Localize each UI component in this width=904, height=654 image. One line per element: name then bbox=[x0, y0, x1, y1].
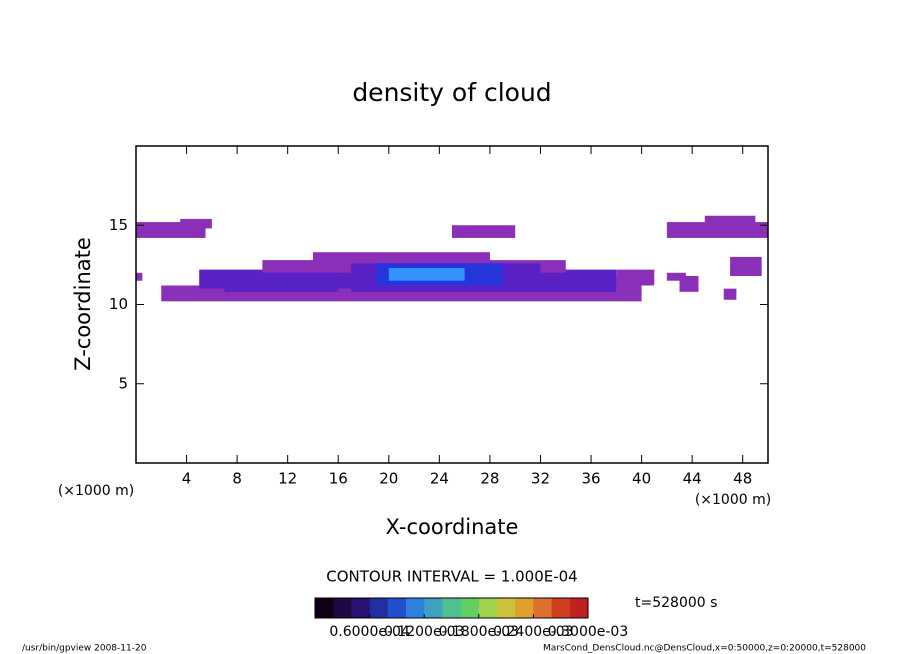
cloud-cell bbox=[452, 225, 516, 238]
cloud-cell bbox=[180, 218, 212, 229]
y-axis-label: Z-coordinate bbox=[71, 237, 95, 371]
cloud-cell bbox=[666, 222, 768, 238]
colorbar-segment bbox=[369, 598, 389, 618]
footer-right: MarsCond_DensCloud.nc@DensCloud,x=0:5000… bbox=[543, 644, 866, 654]
colorbar-segment bbox=[551, 598, 571, 618]
colorbar-segment bbox=[569, 598, 589, 618]
y-tick-label: 10 bbox=[109, 295, 128, 313]
colorbar-segment bbox=[442, 598, 462, 618]
colorbar-tick-label: 0.1800e-03 bbox=[439, 624, 519, 640]
time-label: t=528000 s bbox=[635, 595, 717, 611]
colorbar-frame bbox=[314, 597, 589, 619]
cloud-cell bbox=[224, 272, 339, 292]
colorbar-segment bbox=[406, 598, 425, 618]
colorbar-segment bbox=[497, 598, 516, 618]
y-tick-label: 5 bbox=[118, 374, 128, 392]
cloud-cell bbox=[730, 256, 762, 276]
x-tick-label: 4 bbox=[182, 470, 192, 488]
colorbar-segment bbox=[333, 598, 352, 618]
x-tick-label: 32 bbox=[531, 470, 550, 488]
chart-title: density of cloud bbox=[352, 78, 551, 107]
cloud-cell bbox=[312, 252, 490, 264]
colorbar-segment bbox=[351, 598, 371, 618]
cloud-cell bbox=[666, 272, 686, 281]
cloud-cell bbox=[388, 268, 465, 281]
cloud-cell bbox=[616, 269, 655, 286]
x-unit: (×1000 m) bbox=[695, 492, 771, 508]
x-tick-label: 20 bbox=[379, 470, 398, 488]
x-tick-label: 8 bbox=[232, 470, 242, 488]
x-tick-label: 44 bbox=[683, 470, 702, 488]
colorbar-tick-label: 0.6000e-04 bbox=[329, 624, 410, 640]
colorbar-segment bbox=[315, 598, 334, 618]
colorbar-segment bbox=[478, 598, 498, 618]
x-tick-label: 12 bbox=[278, 470, 297, 488]
colorbar-tick-label: 0.1200e-03 bbox=[384, 624, 464, 640]
cloud-cell bbox=[136, 272, 143, 281]
colorbar-segment bbox=[515, 598, 534, 618]
x-tick-label: 36 bbox=[581, 470, 600, 488]
x-unit: (×1000 m) bbox=[58, 483, 134, 499]
colorbar-segment bbox=[387, 598, 407, 618]
x-tick-label: 28 bbox=[480, 470, 499, 488]
x-tick-label: 48 bbox=[733, 470, 752, 488]
colorbar-tick-label: 0.2400e-03 bbox=[493, 624, 573, 640]
x-tick-label: 16 bbox=[329, 470, 348, 488]
footer-left: /usr/bin/gpview 2008-11-20 bbox=[22, 644, 147, 654]
colorbar-tick-label: 0.3000e-03 bbox=[548, 624, 628, 640]
cloud-cell bbox=[723, 288, 737, 300]
cloud-cell bbox=[540, 275, 617, 292]
x-axis-label: X-coordinate bbox=[386, 515, 519, 539]
y-tick-label: 15 bbox=[109, 216, 128, 234]
colorbar-segment bbox=[460, 598, 480, 618]
x-tick-label: 40 bbox=[632, 470, 651, 488]
cloud-cell bbox=[704, 215, 756, 226]
contour-interval: CONTOUR INTERVAL = 1.000E-04 bbox=[326, 568, 577, 586]
colorbar-segment bbox=[424, 598, 443, 618]
colorbar-segment bbox=[533, 598, 553, 618]
cloud-cell bbox=[679, 275, 699, 292]
plot-frame bbox=[135, 145, 769, 464]
x-tick-label: 24 bbox=[430, 470, 449, 488]
